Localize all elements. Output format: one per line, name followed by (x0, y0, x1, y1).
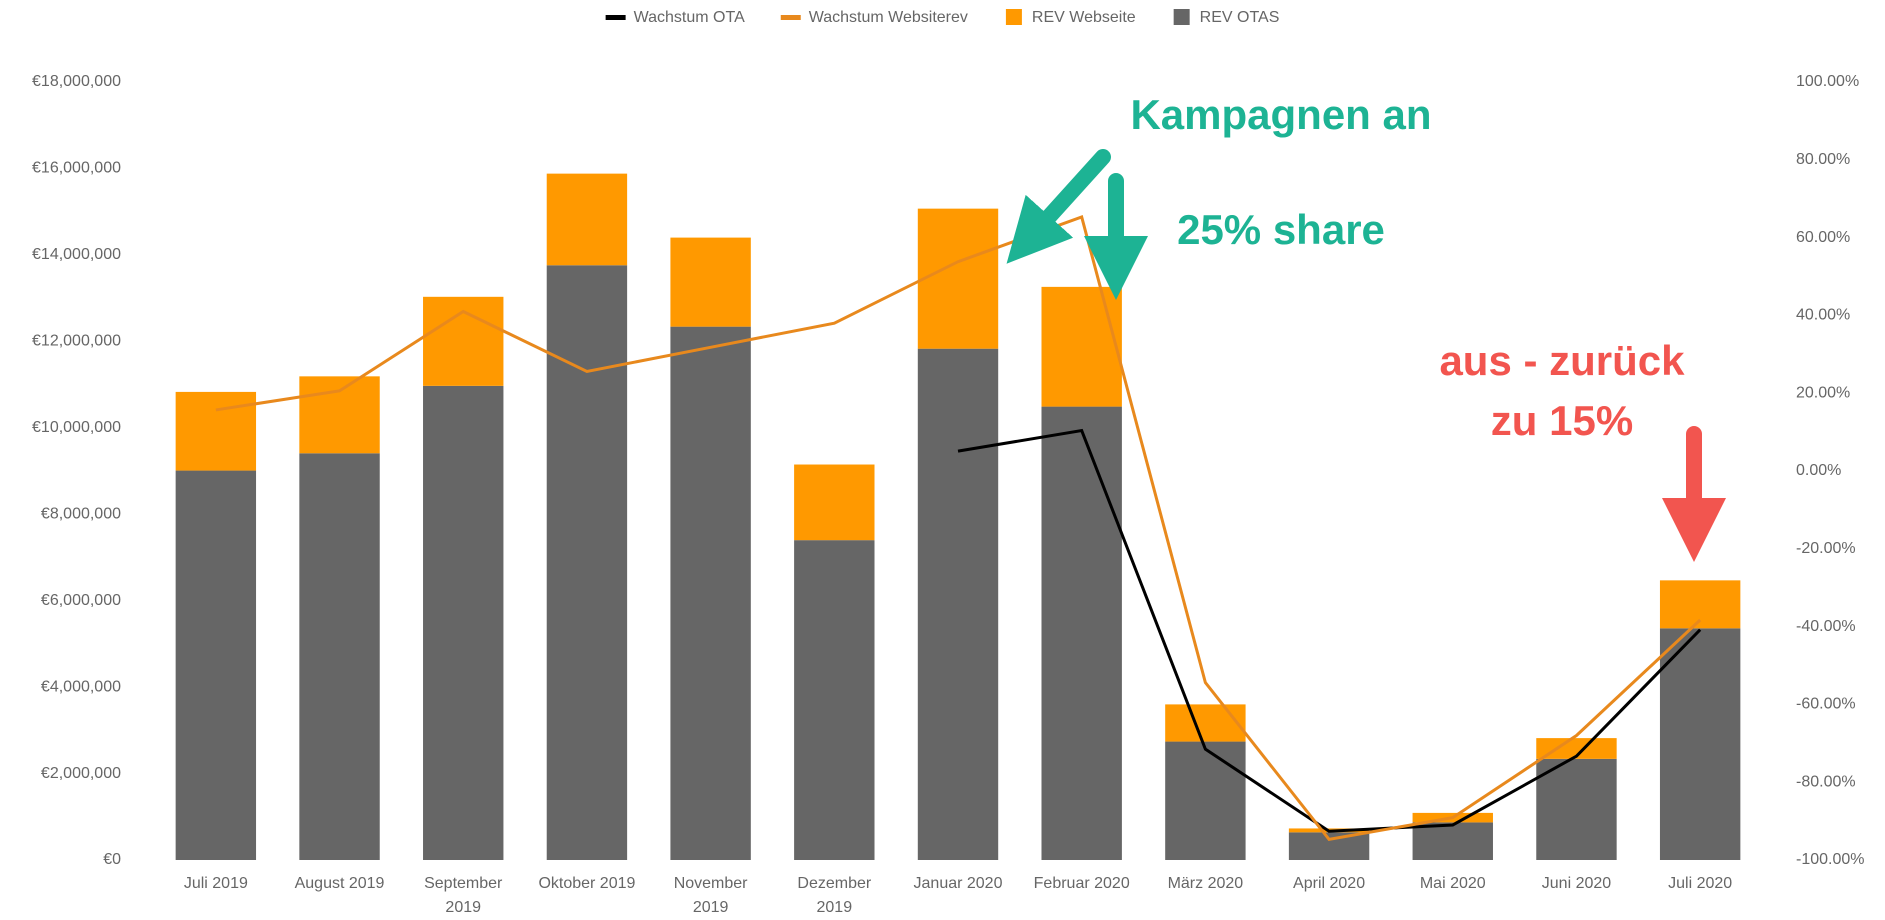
y2-tick-label: -100.00% (1796, 851, 1865, 868)
legend-swatch (1173, 9, 1190, 25)
x-tick-label: Juli 2020 (1668, 875, 1732, 892)
x-tick-label: Juni 2020 (1542, 875, 1611, 892)
y-tick-label: €14,000,000 (32, 246, 121, 263)
y-tick-label: €0 (103, 851, 121, 868)
y2-tick-label: 20.00% (1796, 384, 1850, 401)
x-tick-label: Januar 2020 (914, 875, 1003, 892)
y2-tick-label: -20.00% (1796, 540, 1856, 557)
y-tick-label: €10,000,000 (32, 419, 121, 436)
annotations: Kampagnen an 25% share aus - zurück zu 15% (1006, 88, 1726, 562)
bar (670, 237, 751, 327)
x-tick-label: Oktober 2019 (538, 875, 635, 892)
x-tick-label: November 2019 (674, 875, 748, 916)
x-tick-label: August 2019 (295, 875, 385, 892)
y-tick-label: €6,000,000 (41, 592, 121, 609)
x-tick-label: Dezember 2019 (797, 875, 871, 916)
x-tick-label: Mai 2020 (1420, 875, 1486, 892)
y2-tick-label: 100.00% (1796, 73, 1859, 90)
x-tick-label: Februar 2020 (1034, 875, 1130, 892)
y2-tick-label: 60.00% (1796, 229, 1850, 246)
y-tick-label: €16,000,000 (32, 160, 121, 177)
line (215, 215, 1702, 842)
bar (546, 173, 628, 266)
y2-tick-label: 40.00% (1796, 307, 1850, 324)
bar (917, 348, 999, 860)
arrow (1006, 149, 1111, 264)
bar (1412, 822, 1493, 860)
legend: Wachstum OTA Wachstum Websiterev REV Webse… (605, 9, 1280, 26)
bar (175, 470, 257, 860)
bar (1536, 738, 1617, 759)
annotation: aus - zurück (1439, 337, 1685, 384)
bar (1041, 406, 1122, 860)
annotation: Kampagnen an (1130, 91, 1431, 138)
bar (1165, 741, 1246, 860)
y-tick-label: €18,000,000 (32, 73, 121, 90)
y2-tick-label: 80.00% (1796, 151, 1850, 168)
bar (670, 326, 751, 860)
y-tick-label: €2,000,000 (41, 765, 121, 782)
y2-tick-label: 0.00% (1796, 462, 1841, 479)
bar (1536, 758, 1617, 860)
legend-label: REV Webseite (1032, 9, 1136, 26)
legend-label: Wachstum Websiterev (809, 9, 968, 26)
annotation: 25% share (1177, 206, 1385, 253)
legend-swatch (1005, 9, 1022, 25)
x-tick-label: März 2020 (1168, 875, 1244, 892)
y2-tick-label: -40.00% (1796, 618, 1856, 635)
y-tick-label: €8,000,000 (41, 505, 121, 522)
bar (1288, 832, 1370, 860)
bar (1165, 704, 1246, 742)
bar (1659, 628, 1741, 860)
y-tick-label: €4,000,000 (41, 678, 121, 695)
bar (546, 265, 628, 860)
bar (299, 376, 380, 454)
bar (1041, 286, 1122, 407)
bar (423, 385, 504, 860)
line (957, 428, 1702, 833)
y2-tick-label: -80.00% (1796, 773, 1856, 790)
bar (175, 391, 257, 471)
legend-label: Wachstum OTA (634, 9, 745, 26)
x-tick-label: September 2019 (424, 875, 503, 916)
x-tick-label: April 2020 (1293, 875, 1365, 892)
legend-swatch (780, 15, 801, 20)
plot-area (175, 173, 1741, 860)
bar (794, 540, 875, 860)
x-tick-label: Juli 2019 (184, 875, 248, 892)
bar (917, 208, 999, 349)
legend-swatch (605, 15, 626, 20)
annotation: zu 15% (1491, 397, 1633, 444)
bar (299, 453, 380, 860)
legend-label: REV OTAS (1200, 9, 1280, 26)
y-tick-label: €12,000,000 (32, 333, 121, 350)
y2-tick-label: -60.00% (1796, 696, 1856, 713)
bar (794, 464, 875, 541)
